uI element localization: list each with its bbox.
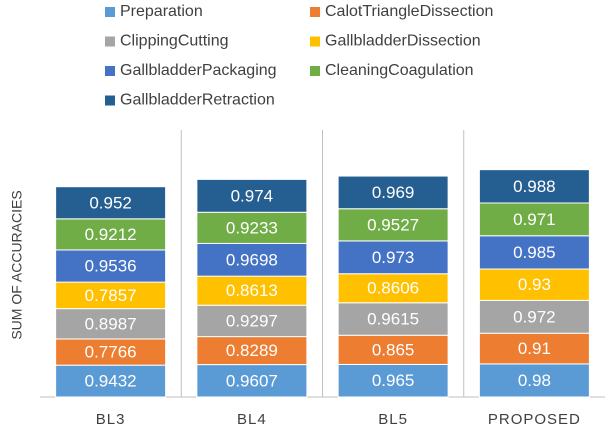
data-label: 0.865 xyxy=(372,340,415,359)
bar-segment xyxy=(337,175,449,210)
data-label: 0.9527 xyxy=(367,215,419,234)
data-label: 0.8613 xyxy=(226,281,278,300)
bar-segment xyxy=(196,364,308,398)
bar-segment xyxy=(337,334,449,365)
data-label: 0.9297 xyxy=(226,311,278,330)
bar-segment xyxy=(478,363,590,398)
legend-swatch xyxy=(310,36,320,47)
data-label: 0.91 xyxy=(518,339,551,358)
bar-segment xyxy=(478,202,590,237)
data-label: 0.952 xyxy=(89,193,132,212)
bar-segment xyxy=(196,211,308,244)
legend-swatch xyxy=(310,66,320,76)
x-tick-label: BL3 xyxy=(96,411,126,428)
bar-segment xyxy=(55,338,167,366)
bar-segment xyxy=(337,302,449,336)
legend-swatch xyxy=(105,66,115,76)
bar-segment xyxy=(478,268,590,301)
data-label: 0.98 xyxy=(518,371,551,390)
x-tick-label: BL4 xyxy=(237,411,267,428)
data-label: 0.974 xyxy=(231,186,274,205)
data-label: 0.985 xyxy=(513,243,556,262)
data-label: 0.7857 xyxy=(85,286,137,305)
data-label: 0.971 xyxy=(513,210,556,229)
bar-segment xyxy=(337,240,449,275)
y-axis-label: SUM OF ACCURACIES xyxy=(9,190,25,339)
data-label: 0.973 xyxy=(372,248,415,267)
data-label: 0.8289 xyxy=(226,341,278,360)
data-label: 0.7766 xyxy=(85,343,137,362)
bar-segment xyxy=(55,364,167,398)
legend-label: ClippingCutting xyxy=(120,33,229,50)
data-label: 0.93 xyxy=(518,275,551,294)
bar-segment xyxy=(337,363,449,398)
data-label: 0.9432 xyxy=(85,372,137,391)
x-tick-label: PROPOSED xyxy=(488,411,581,428)
legend-label: GallbladderDissection xyxy=(325,33,481,50)
legend-swatch xyxy=(310,7,320,17)
bar-segment xyxy=(55,186,167,220)
legend-swatch xyxy=(105,95,115,106)
legend-label: CalotTriangleDissection xyxy=(325,3,493,20)
bar-segment xyxy=(478,169,590,204)
legend-swatch xyxy=(105,36,115,47)
data-label: 0.9233 xyxy=(226,218,278,237)
data-label: 0.9615 xyxy=(367,309,419,328)
legend-label: Preparation xyxy=(120,3,203,20)
legend-label: GallbladderPackaging xyxy=(120,62,277,79)
data-label: 0.9698 xyxy=(226,250,278,269)
bar-segment xyxy=(196,242,308,277)
data-label: 0.8606 xyxy=(367,279,419,298)
data-label: 0.969 xyxy=(372,183,415,202)
legend-label: CleaningCoagulation xyxy=(325,62,474,79)
bar-segment xyxy=(55,281,167,310)
data-label: 0.9607 xyxy=(226,371,278,390)
legend-swatch xyxy=(105,7,115,17)
data-label: 0.965 xyxy=(372,371,415,390)
bar-segment xyxy=(55,249,167,283)
data-label: 0.9536 xyxy=(85,257,137,276)
bar-segment xyxy=(196,178,308,213)
legend-label: GallbladderRetraction xyxy=(120,92,275,109)
bar-segment xyxy=(196,275,308,306)
data-label: 0.8987 xyxy=(85,314,137,333)
bar-segment xyxy=(337,208,449,242)
x-tick-label: BL5 xyxy=(378,411,408,428)
bar-segment xyxy=(478,299,590,334)
data-label: 0.9212 xyxy=(85,225,137,244)
data-label: 0.972 xyxy=(513,307,556,326)
bar-segment xyxy=(478,235,590,270)
bar-segment xyxy=(55,218,167,251)
bar-segment xyxy=(337,273,449,304)
data-label: 0.988 xyxy=(513,177,556,196)
bar-segment xyxy=(196,336,308,366)
